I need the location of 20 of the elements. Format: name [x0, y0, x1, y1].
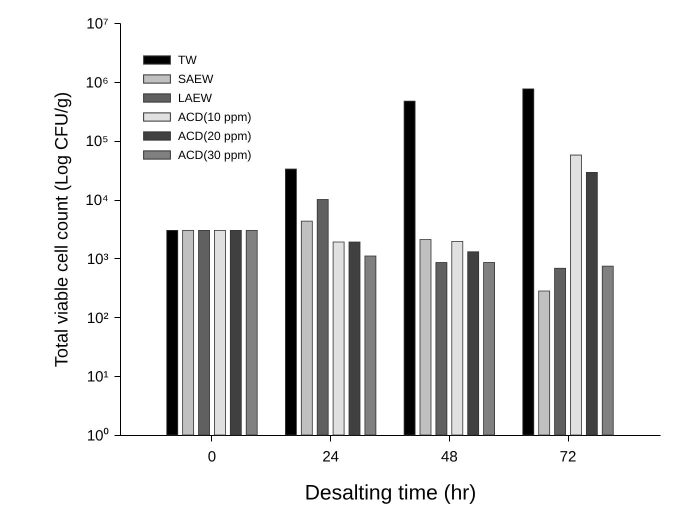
legend-label: ACD(20 ppm) — [178, 129, 252, 143]
x-tick-label: 24 — [322, 448, 340, 466]
x-tick-label: 0 — [208, 448, 216, 466]
legend-label: LAEW — [178, 91, 213, 105]
y-axis-title: Total viable cell count (Log CFU/g) — [51, 92, 72, 368]
y-tick-label: 10³ — [86, 250, 108, 268]
x-tick-label: 48 — [440, 448, 458, 466]
x-axis-title: Desalting time (hr) — [304, 482, 476, 504]
legend-label: ACD(30 ppm) — [178, 148, 252, 162]
y-tick-label: 10¹ — [86, 368, 108, 386]
y-tick-label: 10⁵ — [86, 133, 108, 150]
x-tick-label: 72 — [560, 448, 576, 466]
y-tick-label: 10⁷ — [86, 16, 108, 32]
y-tick-label: 10⁴ — [85, 192, 108, 210]
legend-label: ACD(10 ppm) — [178, 110, 252, 124]
legend-label: TW — [178, 53, 198, 67]
y-tick-label: 10² — [86, 310, 108, 327]
legend-label: SAEW — [178, 72, 214, 86]
y-tick-label: 10⁶ — [86, 74, 108, 92]
y-tick-label: 10⁰ — [86, 428, 108, 444]
